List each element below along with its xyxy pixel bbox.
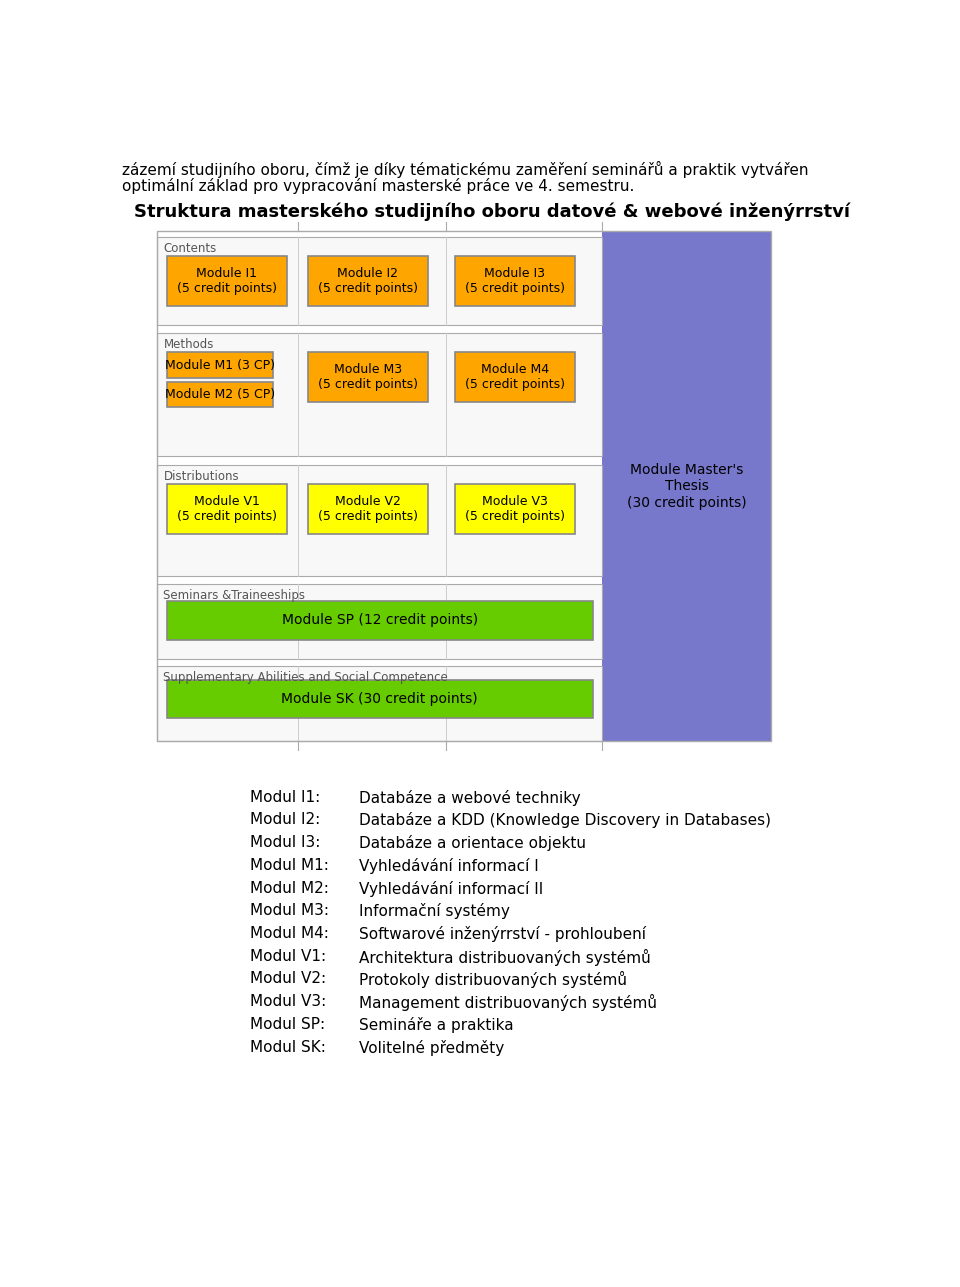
Text: Modul I3:: Modul I3:	[251, 835, 321, 851]
FancyBboxPatch shape	[166, 601, 592, 640]
Text: Volitelné předměty: Volitelné předměty	[359, 1040, 504, 1055]
Text: Databáze a KDD (Knowledge Discovery in Databases): Databáze a KDD (Knowledge Discovery in D…	[359, 812, 771, 829]
FancyBboxPatch shape	[157, 465, 602, 577]
Text: Seminars &Traineeships: Seminars &Traineeships	[163, 589, 305, 602]
Text: optimální základ pro vypracování masterské práce ve 4. semestru.: optimální základ pro vypracování masters…	[122, 178, 634, 193]
FancyBboxPatch shape	[166, 256, 287, 306]
Text: Management distribuovaných systémů: Management distribuovaných systémů	[359, 994, 657, 1012]
FancyBboxPatch shape	[602, 232, 771, 741]
Text: Modul V2:: Modul V2:	[251, 972, 326, 986]
FancyBboxPatch shape	[307, 353, 427, 403]
FancyBboxPatch shape	[307, 484, 427, 534]
Text: Supplementary Abilities and Social Competence: Supplementary Abilities and Social Compe…	[163, 671, 448, 685]
Text: Module SP (12 credit points): Module SP (12 credit points)	[281, 614, 478, 627]
Text: Module V3
(5 credit points): Module V3 (5 credit points)	[465, 495, 564, 523]
Text: Distributions: Distributions	[163, 470, 239, 483]
Text: Module SK (30 credit points): Module SK (30 credit points)	[281, 692, 478, 705]
FancyBboxPatch shape	[166, 680, 592, 718]
Text: Module M4
(5 credit points): Module M4 (5 credit points)	[465, 363, 564, 391]
Text: Softwarové inženýrrství - prohloubení: Softwarové inženýrrství - prohloubení	[359, 925, 646, 942]
Text: zázemí studijního oboru, čímž je díky tématickému zaměření seminářů a praktik vy: zázemí studijního oboru, čímž je díky té…	[122, 161, 808, 178]
Text: Modul V3:: Modul V3:	[251, 994, 326, 1009]
FancyBboxPatch shape	[307, 256, 427, 306]
FancyBboxPatch shape	[157, 237, 602, 326]
Text: Module V2
(5 credit points): Module V2 (5 credit points)	[318, 495, 418, 523]
Text: Modul M3:: Modul M3:	[251, 903, 329, 918]
Text: Architektura distribuovaných systémů: Architektura distribuovaných systémů	[359, 949, 651, 965]
Text: Module M3
(5 credit points): Module M3 (5 credit points)	[318, 363, 418, 391]
Text: Modul I1:: Modul I1:	[251, 790, 321, 804]
FancyBboxPatch shape	[157, 584, 602, 659]
Text: Databáze a webové techniky: Databáze a webové techniky	[359, 790, 581, 806]
Text: Modul M1:: Modul M1:	[251, 858, 329, 873]
Text: Databáze a orientace objektu: Databáze a orientace objektu	[359, 835, 586, 851]
FancyBboxPatch shape	[455, 484, 575, 534]
FancyBboxPatch shape	[166, 484, 287, 534]
Text: Module I1
(5 credit points): Module I1 (5 credit points)	[177, 268, 276, 295]
Text: Module I3
(5 credit points): Module I3 (5 credit points)	[465, 268, 564, 295]
Text: Module Master's
Thesis
(30 credit points): Module Master's Thesis (30 credit points…	[627, 463, 746, 510]
FancyBboxPatch shape	[166, 353, 274, 378]
FancyBboxPatch shape	[157, 665, 602, 741]
Text: Methods: Methods	[163, 338, 214, 351]
Text: Modul I2:: Modul I2:	[251, 812, 321, 828]
Text: Modul M2:: Modul M2:	[251, 880, 329, 896]
FancyBboxPatch shape	[455, 256, 575, 306]
Text: Modul SK:: Modul SK:	[251, 1040, 326, 1054]
Text: Vyhledávání informací I: Vyhledávání informací I	[359, 858, 539, 874]
FancyBboxPatch shape	[455, 353, 575, 403]
FancyBboxPatch shape	[157, 333, 602, 457]
Text: Contents: Contents	[163, 242, 217, 255]
Text: Module V1
(5 credit points): Module V1 (5 credit points)	[177, 495, 276, 523]
Text: Semináře a praktika: Semináře a praktika	[359, 1017, 514, 1033]
Text: Struktura masterského studijního oboru datové & webové inženýrrství: Struktura masterského studijního oboru d…	[134, 202, 850, 220]
Text: Informační systémy: Informační systémy	[359, 903, 510, 919]
Text: Vyhledávání informací II: Vyhledávání informací II	[359, 880, 543, 897]
Text: Module M1 (3 CP): Module M1 (3 CP)	[165, 359, 275, 372]
FancyBboxPatch shape	[166, 381, 274, 407]
Text: Modul SP:: Modul SP:	[251, 1017, 325, 1032]
Text: Modul M4:: Modul M4:	[251, 925, 329, 941]
Text: Module M2 (5 CP): Module M2 (5 CP)	[165, 387, 275, 400]
Text: Module I2
(5 credit points): Module I2 (5 credit points)	[318, 268, 418, 295]
Text: Modul V1:: Modul V1:	[251, 949, 326, 964]
Text: Protokoly distribuovaných systémů: Protokoly distribuovaných systémů	[359, 972, 627, 988]
